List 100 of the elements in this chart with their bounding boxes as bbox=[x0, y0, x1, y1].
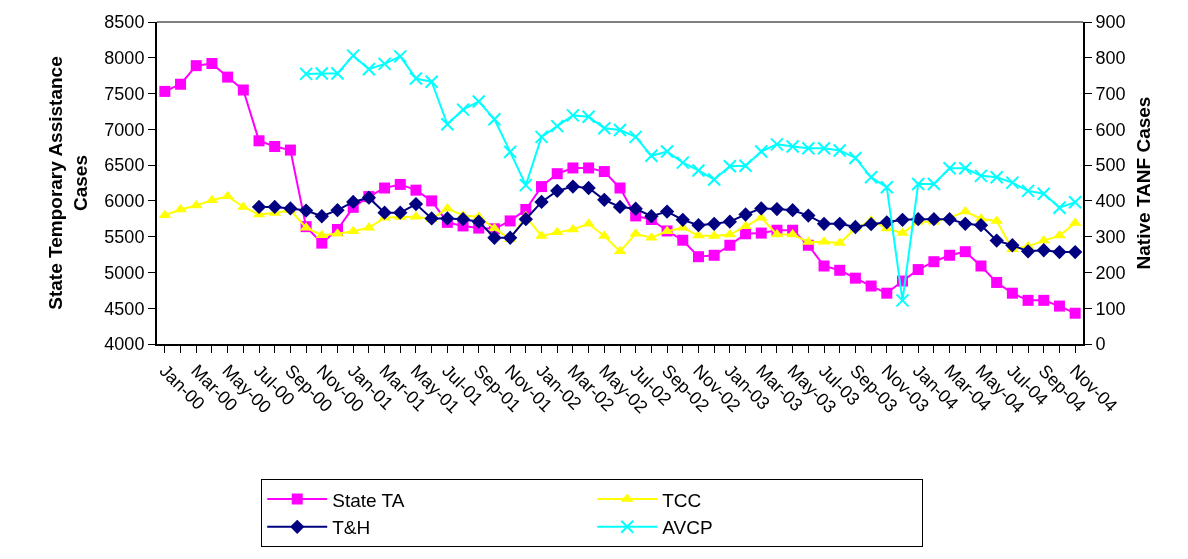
point bbox=[849, 272, 861, 284]
point bbox=[190, 60, 202, 72]
point bbox=[864, 170, 879, 185]
point bbox=[346, 48, 361, 63]
point bbox=[754, 201, 769, 216]
point bbox=[426, 195, 438, 207]
point bbox=[597, 121, 612, 136]
point bbox=[613, 123, 627, 138]
point bbox=[346, 194, 361, 210]
point bbox=[1052, 200, 1067, 215]
point bbox=[504, 215, 516, 227]
point bbox=[503, 144, 518, 159]
point bbox=[1036, 186, 1051, 201]
point bbox=[567, 162, 579, 174]
point bbox=[316, 237, 328, 249]
point bbox=[708, 249, 720, 261]
point bbox=[377, 56, 392, 71]
point bbox=[1069, 307, 1081, 319]
y2-axis-title: Native TANF Cases bbox=[1132, 96, 1154, 270]
point bbox=[928, 256, 940, 268]
point bbox=[832, 216, 847, 231]
y-tick-label: 5500 bbox=[104, 226, 145, 247]
point bbox=[581, 180, 596, 196]
point bbox=[973, 218, 989, 233]
point bbox=[691, 163, 706, 178]
point bbox=[410, 184, 422, 196]
y-tick-label: 7500 bbox=[104, 83, 145, 104]
point bbox=[518, 211, 533, 227]
point bbox=[644, 209, 659, 224]
y-tick-label: 4000 bbox=[104, 334, 145, 355]
point bbox=[834, 264, 846, 276]
y-tick-label: 7000 bbox=[104, 119, 145, 140]
point bbox=[1053, 300, 1065, 312]
y-tick-label: 6500 bbox=[104, 155, 145, 176]
point bbox=[206, 58, 218, 69]
point bbox=[267, 199, 282, 215]
point bbox=[1022, 294, 1034, 306]
point bbox=[456, 102, 471, 117]
point bbox=[284, 144, 296, 156]
point bbox=[769, 201, 785, 217]
point bbox=[691, 218, 706, 233]
point bbox=[865, 280, 877, 292]
point bbox=[1068, 244, 1083, 260]
point bbox=[1021, 183, 1036, 198]
point bbox=[379, 182, 391, 194]
point bbox=[801, 208, 816, 223]
point bbox=[251, 199, 267, 215]
point bbox=[598, 166, 610, 178]
y-tick-label: 4500 bbox=[104, 298, 145, 319]
point bbox=[675, 155, 690, 170]
point bbox=[660, 144, 675, 159]
point bbox=[785, 139, 800, 154]
y-tick-label: 5000 bbox=[104, 262, 145, 283]
point bbox=[959, 246, 971, 258]
legend-label: AVCP bbox=[662, 517, 713, 539]
y2-tick-label: 600 bbox=[1095, 119, 1126, 140]
point bbox=[707, 216, 722, 231]
point bbox=[975, 260, 987, 272]
legend-label: T&H bbox=[332, 517, 371, 539]
point bbox=[487, 112, 502, 127]
point bbox=[644, 148, 659, 163]
point bbox=[487, 230, 502, 245]
point bbox=[912, 264, 924, 276]
point bbox=[565, 179, 581, 194]
point bbox=[1052, 244, 1067, 260]
point bbox=[583, 162, 595, 174]
point bbox=[393, 49, 408, 64]
point bbox=[659, 204, 675, 219]
point bbox=[863, 216, 879, 232]
point bbox=[455, 211, 471, 227]
y2-tick-label: 800 bbox=[1095, 48, 1126, 69]
point bbox=[424, 74, 439, 89]
point bbox=[471, 94, 486, 109]
y2-tick-label: 400 bbox=[1095, 191, 1126, 212]
point bbox=[944, 249, 956, 261]
point bbox=[237, 84, 249, 96]
point bbox=[346, 225, 360, 235]
point bbox=[393, 205, 408, 220]
point bbox=[175, 78, 187, 90]
point bbox=[253, 135, 265, 147]
point bbox=[754, 144, 769, 159]
point bbox=[1068, 195, 1083, 210]
point bbox=[911, 211, 926, 227]
point bbox=[550, 183, 565, 199]
point bbox=[612, 199, 628, 215]
point bbox=[785, 203, 800, 218]
point bbox=[440, 211, 455, 226]
point bbox=[597, 192, 612, 207]
point bbox=[816, 216, 832, 231]
point bbox=[895, 293, 910, 308]
point bbox=[361, 62, 376, 77]
point bbox=[551, 168, 563, 180]
point bbox=[738, 207, 753, 222]
y-tick-label: 8000 bbox=[104, 48, 145, 69]
point bbox=[534, 194, 549, 210]
legend-label: TCC bbox=[662, 489, 702, 511]
point bbox=[298, 203, 314, 218]
point bbox=[818, 260, 830, 272]
point bbox=[989, 233, 1004, 248]
y2-tick-label: 500 bbox=[1095, 155, 1126, 176]
